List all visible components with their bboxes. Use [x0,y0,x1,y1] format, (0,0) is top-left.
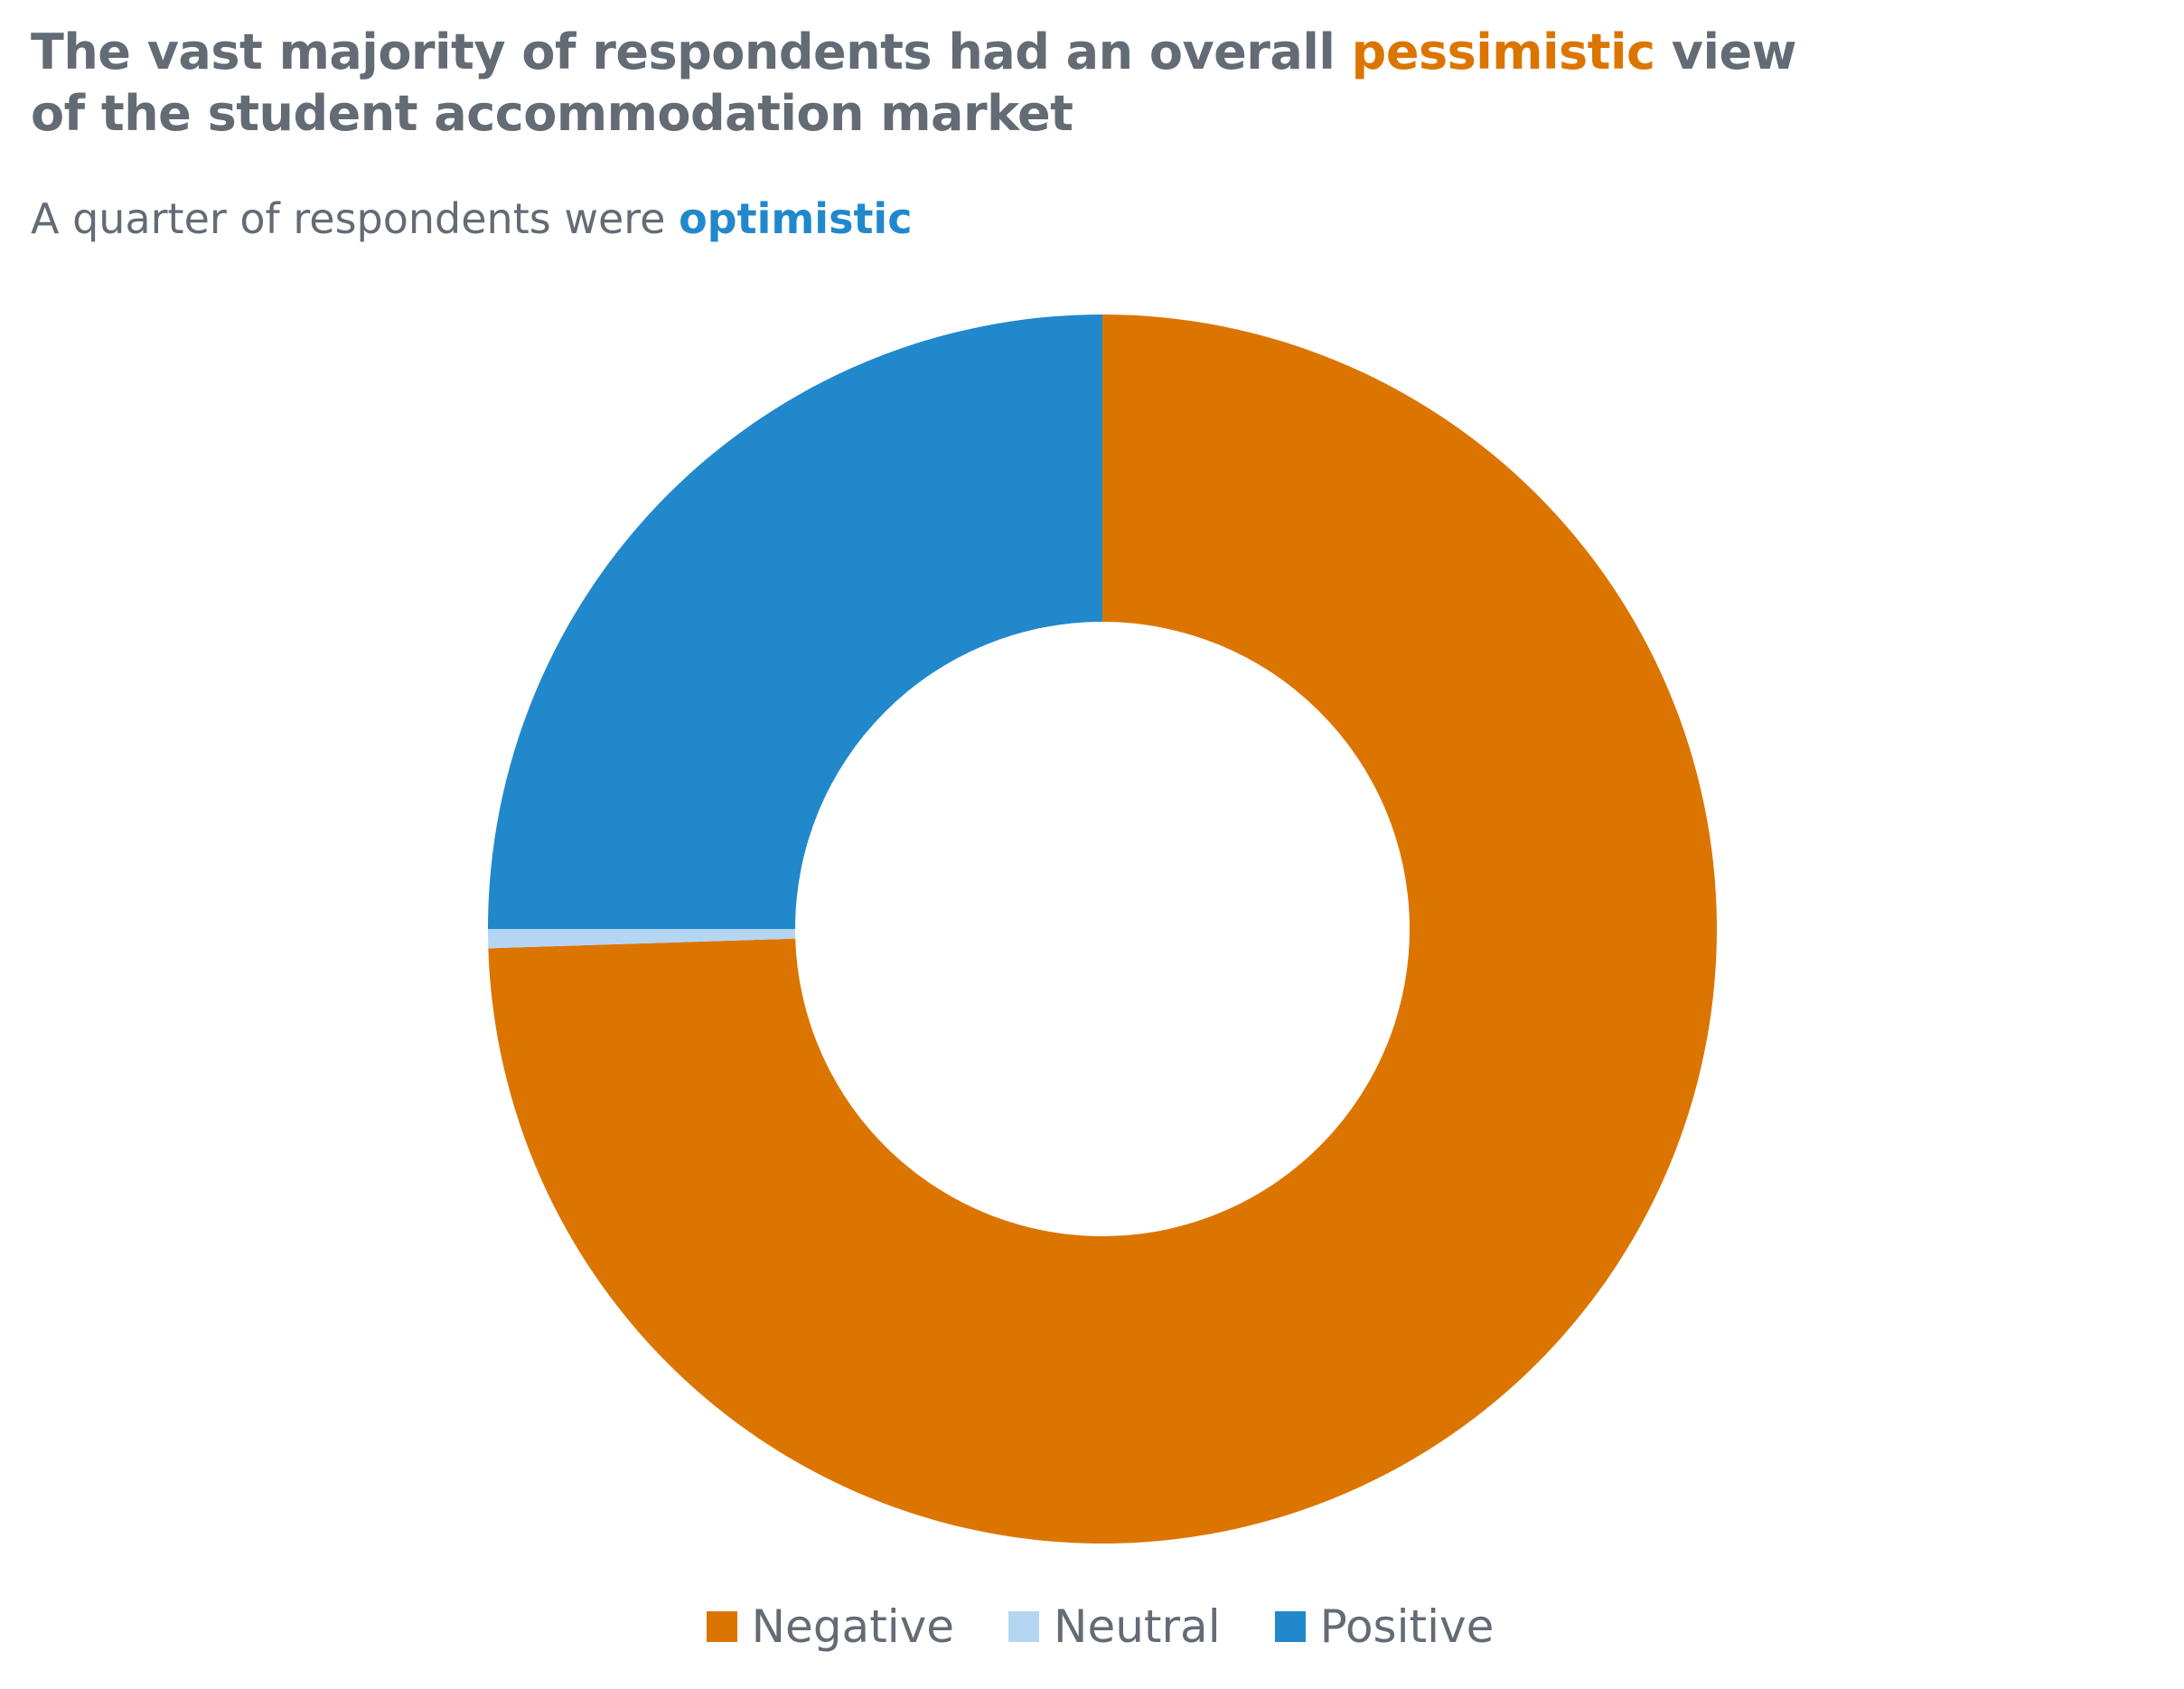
donut-slice-neutral[interactable] [488,929,796,949]
title-accent-pessimistic: pessimistic [1351,23,1655,80]
legend-swatch-positive [1274,1611,1306,1642]
chart-subtitle: A quarter of respondents were optimistic [31,192,912,246]
legend-item-positive[interactable]: Positive [1274,1600,1495,1653]
legend-item-neutral[interactable]: Neutral [1008,1600,1221,1653]
subtitle-prefix: A quarter of respondents were [31,194,680,243]
legend-swatch-negative [706,1611,737,1642]
chart-legend: Negative Neutral Positive [0,1600,2184,1654]
legend-label-negative: Negative [751,1600,955,1653]
legend-swatch-neutral [1008,1611,1040,1642]
title-line1-prefix: The vast majority of respondents had an … [31,23,1352,80]
legend-label-neutral: Neutral [1054,1600,1221,1653]
legend-label-positive: Positive [1319,1600,1495,1653]
chart-title: The vast majority of respondents had an … [31,22,2019,145]
title-line2: of the student accommodation market [31,85,1073,142]
donut-slice-negative[interactable] [488,314,1717,1544]
title-line1-suffix: view [1654,23,1797,80]
legend-item-negative[interactable]: Negative [706,1600,955,1653]
subtitle-accent-optimistic: optimistic [679,194,913,243]
donut-slice-positive[interactable] [488,314,1102,929]
